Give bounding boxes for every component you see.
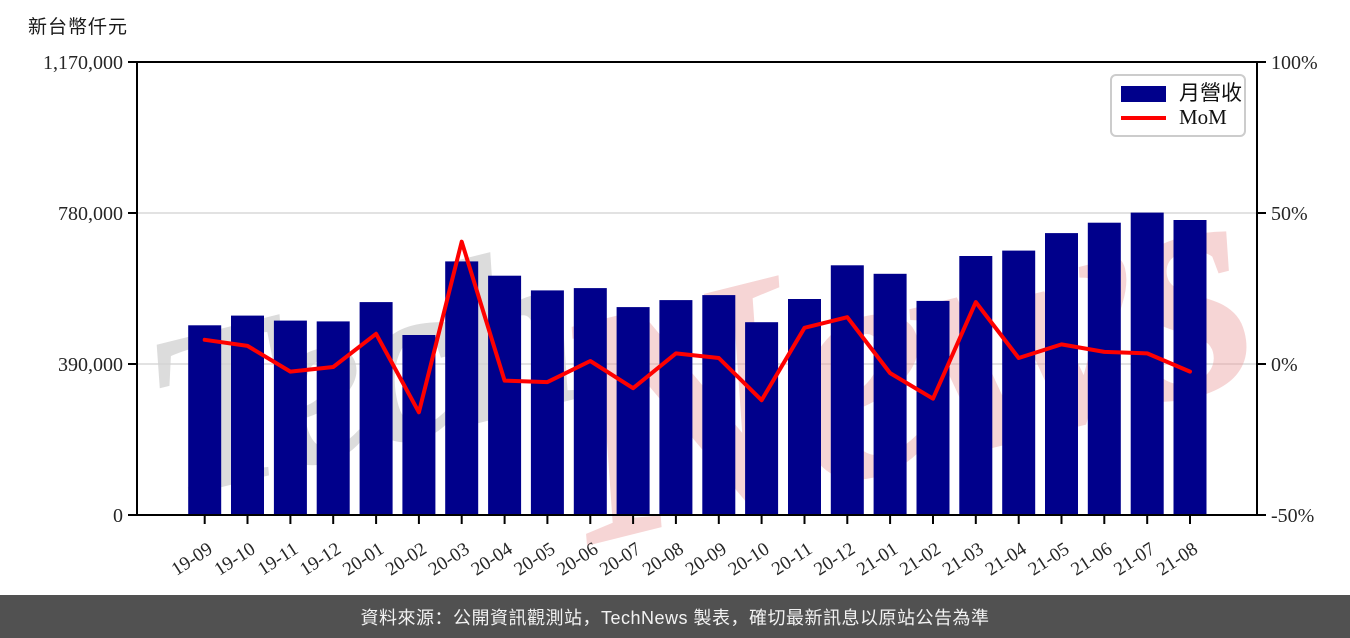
legend-item-mom: MoM [1121,107,1234,128]
mom-line [202,239,1192,415]
bar [788,299,821,515]
bar [1045,233,1078,515]
plot-border [136,61,1258,516]
source-footer-text: 資料來源：公開資訊觀測站，TechNews 製表，確切最新訊息以原站公告為準 [360,607,990,628]
x-tick-label: 21-08 [1153,539,1202,581]
legend-line-swatch-icon [1121,115,1166,120]
x-tick-label: 21-02 [896,539,945,581]
right-tick-label: -50% [1271,505,1314,527]
left-tick-label: 1,170,000 [43,52,123,74]
bar [873,273,907,515]
revenue-bars [188,212,1207,515]
x-tick-label: 20-02 [382,539,431,581]
legend-mom-label: MoM [1179,105,1227,129]
left-tick-label: 0 [113,505,123,527]
bar-line-chart-canvas: TechNews0390,000780,0001,170,000-50%0%50… [43,52,1318,595]
left-tick-label: 390,000 [58,354,123,376]
x-tick-label: 20-01 [339,539,388,581]
right-tick-label: 100% [1271,52,1318,74]
bar [616,307,650,515]
legend-item-revenue: 月營收 [1121,83,1242,104]
bar [573,288,607,515]
bar [445,261,479,515]
bar [1087,222,1121,515]
bar [488,275,522,515]
x-tick-label: 19-10 [211,539,260,581]
bar [830,265,864,515]
right-axis: -50% 0% 50% 100% [1257,52,1318,527]
right-tick-label: 0% [1271,354,1298,376]
x-tick-label: 21-05 [1025,539,1074,581]
bar [188,325,222,515]
y-axis-unit-label: 新台幣仟元 [28,17,129,38]
bar [273,320,307,515]
left-axis: 0 390,000 780,000 1,170,000 [43,52,137,527]
bar [659,300,693,515]
bar [702,295,736,515]
x-tick-label: 21-07 [1110,539,1159,581]
x-tick-label: 19-12 [296,539,345,581]
bar [745,322,779,515]
bar [959,256,993,515]
x-tick-label: 19-11 [254,539,302,580]
chart-svg: TechNews0390,000780,0001,170,000-50%0%50… [43,52,1318,595]
right-tick-label: 50% [1271,203,1308,225]
x-tick-label: 21-03 [939,539,988,581]
x-tick-label: 21-04 [982,538,1031,580]
x-tick-label: 20-05 [511,539,560,581]
bar [1002,250,1036,515]
x-tick-label: 20-03 [425,539,474,581]
source-footer: 資料來源：公開資訊觀測站，TechNews 製表，確切最新訊息以原站公告為準 [0,595,1350,638]
x-tick-label: 21-06 [1067,539,1116,581]
legend-bar-label: 月營收 [1179,81,1242,105]
legend-bar-swatch-icon [1121,85,1166,102]
bar [316,321,350,515]
bar [530,290,564,515]
bar [231,315,264,515]
bar [916,300,950,515]
left-tick-label: 780,000 [58,203,123,225]
chart-legend: 月營收 MoM [1110,74,1246,137]
bar [1130,212,1164,515]
x-tick-label: 20-04 [468,538,517,580]
